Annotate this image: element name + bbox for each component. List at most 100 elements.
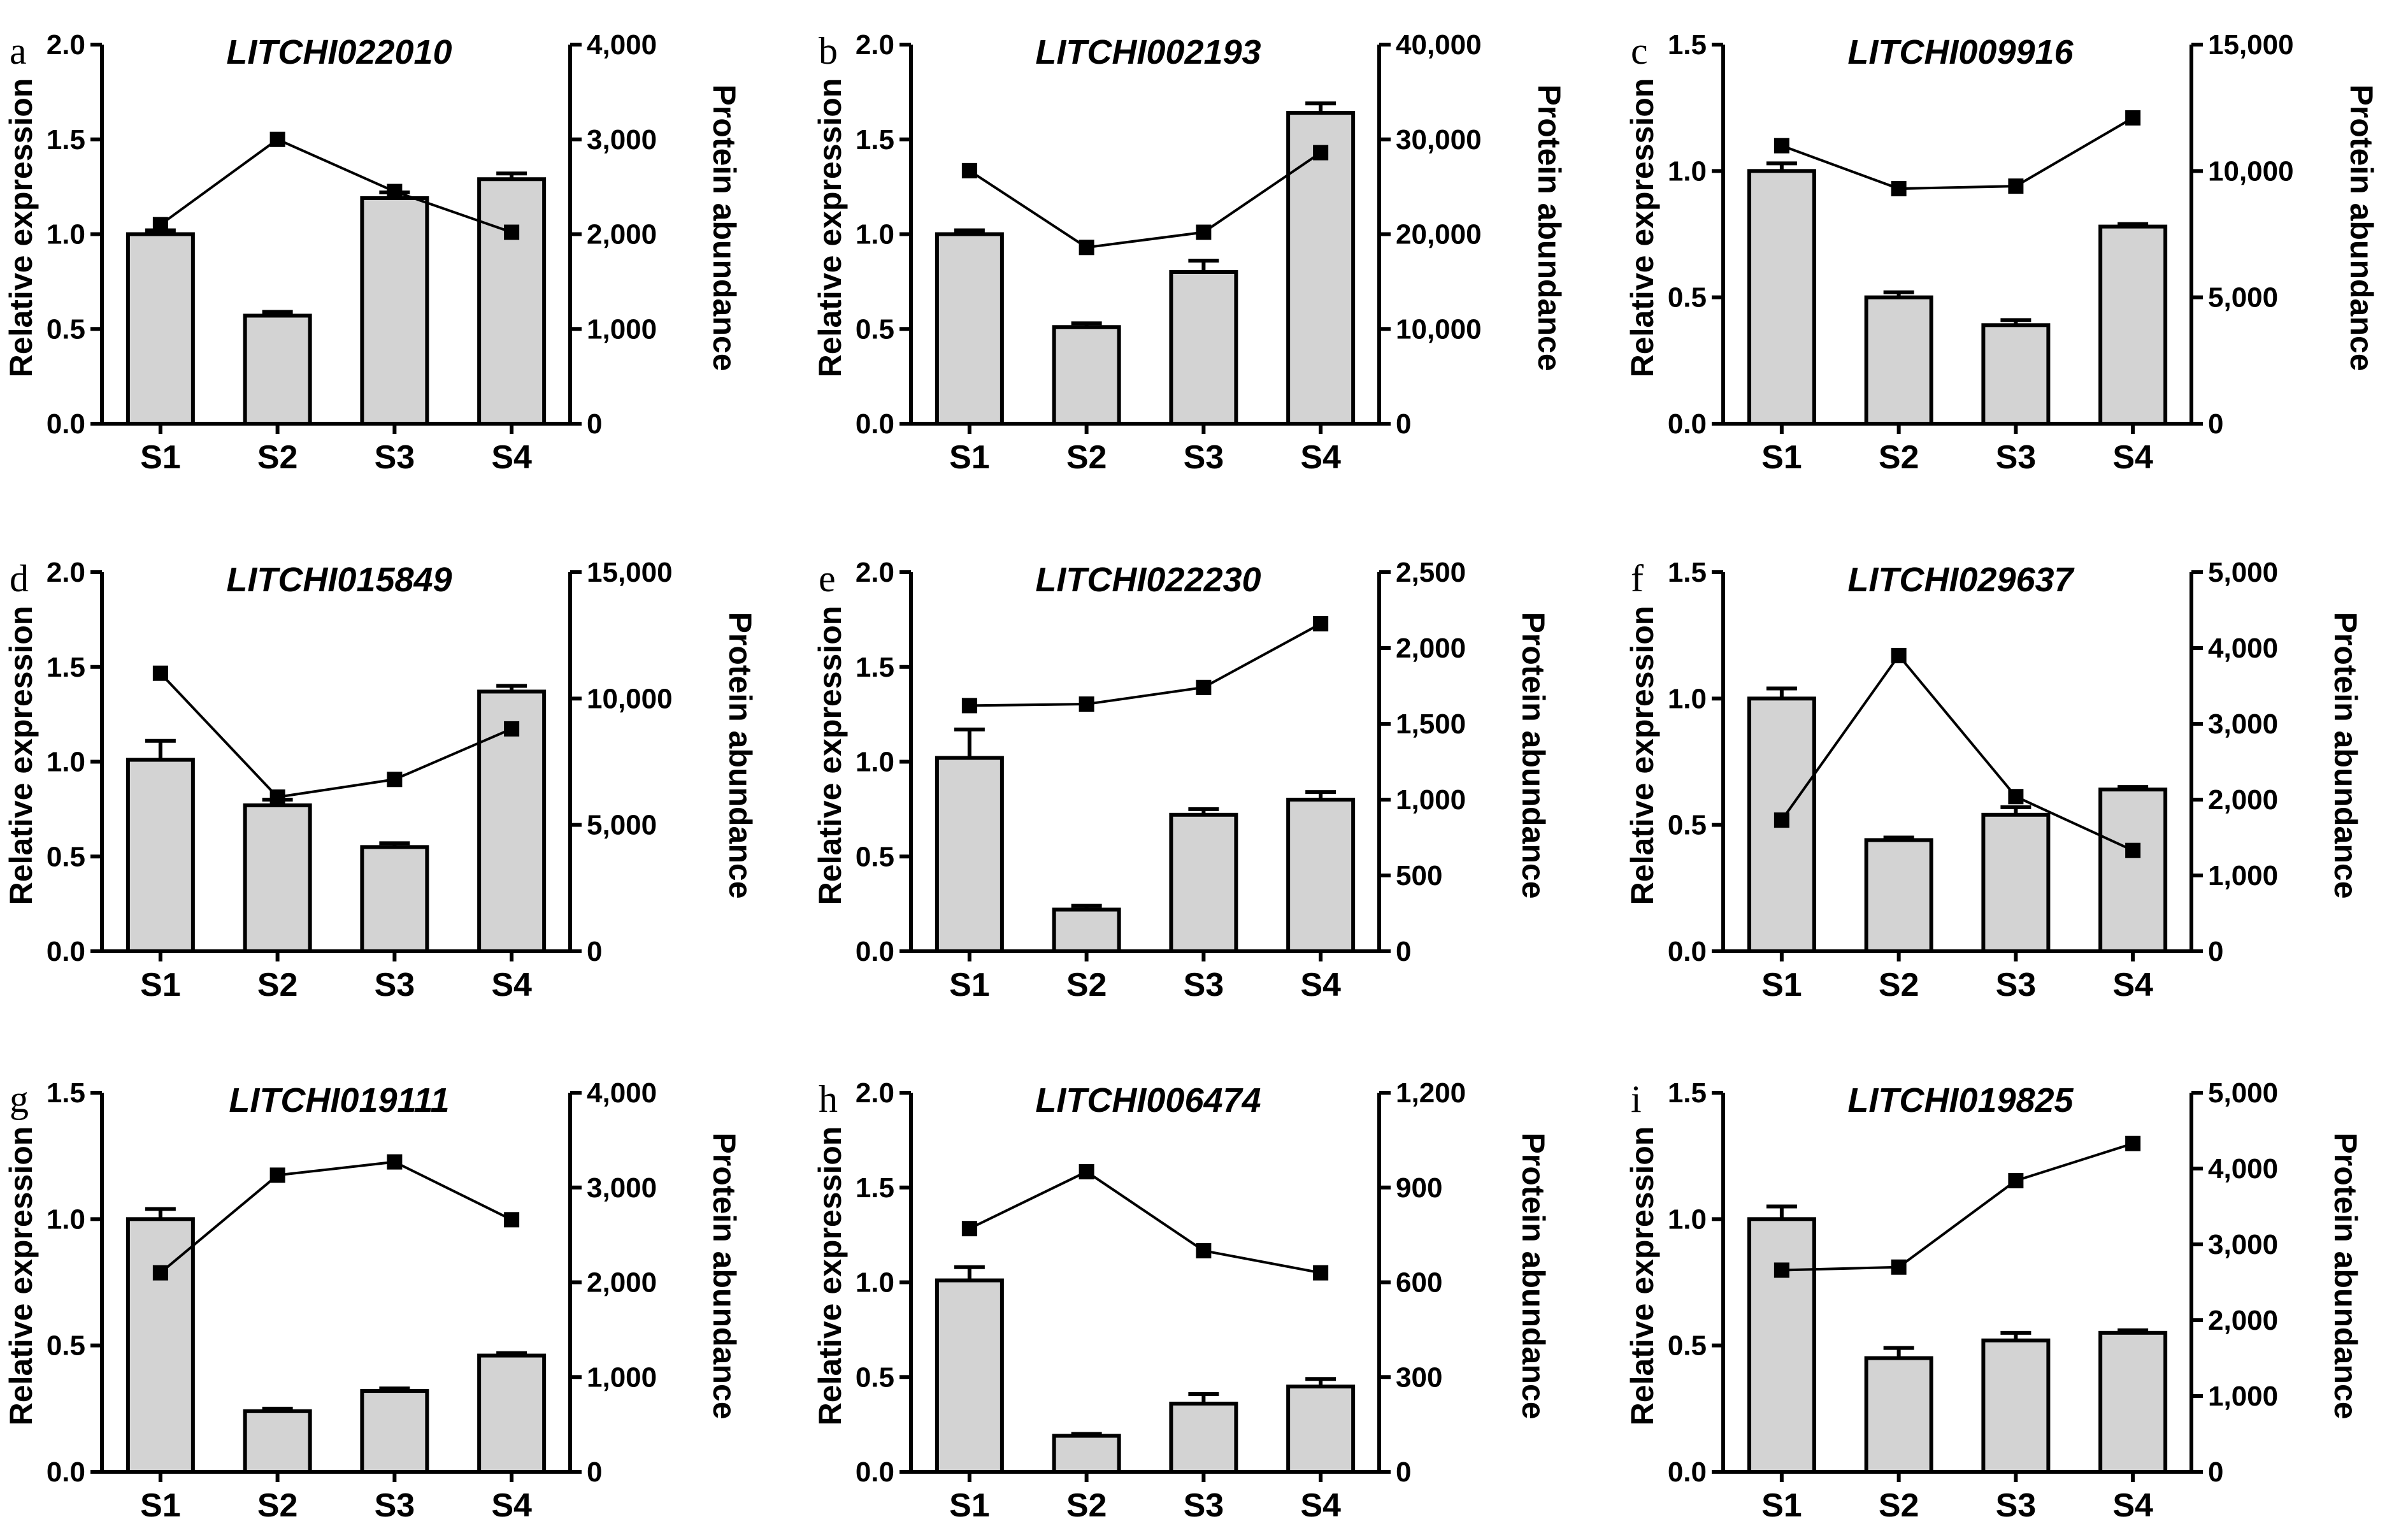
error-bar: [1883, 1346, 1914, 1358]
error-bar: [145, 1207, 176, 1220]
y-tick-label: 2.0: [856, 29, 894, 61]
y2-tick-label: 2,000: [587, 1267, 657, 1299]
x-tick-label: S2: [1066, 1487, 1107, 1524]
bar: [360, 196, 429, 426]
chart-title: LITCHI002193: [1035, 33, 1261, 71]
y2-tick-label: 0: [1396, 936, 1411, 967]
x-tick-label: S3: [1184, 967, 1224, 1004]
y2-tick-label: 1,000: [587, 1362, 657, 1393]
error-bar: [2118, 785, 2149, 790]
y-tick-label: 1.0: [856, 747, 894, 778]
panel-letter: c: [1631, 30, 1648, 72]
chart-title: LITCHI009916: [1847, 33, 2074, 71]
error-bar: [1188, 1392, 1219, 1404]
abundance-line: [159, 1160, 513, 1274]
y-tick-label: 0.5: [1668, 282, 1707, 313]
y-axis-title: Relative expression: [3, 606, 39, 905]
error-bar: [1766, 1204, 1797, 1220]
bar: [1286, 798, 1356, 953]
chart-title: LITCHI022010: [226, 33, 452, 71]
bar: [1286, 1385, 1356, 1474]
abundance-point: [2125, 110, 2141, 126]
y-tick-label: 1.5: [856, 652, 894, 683]
bar: [125, 758, 195, 954]
y2-tick-label: 1,500: [1396, 709, 1466, 740]
y-tick-label: 0.5: [47, 841, 85, 872]
y2-tick-label: 5,000: [2208, 282, 2278, 313]
y-tick-label: 0.0: [856, 936, 894, 967]
panel-f: f LITCHI029637 0.0 0.5 1.0 1.5 0 1,000 2,000 3,00…: [1624, 557, 2363, 1004]
y-tick-label: 2.0: [856, 557, 894, 588]
error-bar: [496, 684, 527, 692]
y-tick-label: 1.5: [856, 124, 894, 155]
y-tick-label: 0.0: [47, 408, 85, 440]
y2-tick-label: 20,000: [1396, 219, 1482, 250]
x-tick-label: S3: [375, 967, 415, 1004]
error-bar: [1883, 290, 1914, 298]
x-tick-label: S1: [949, 967, 990, 1004]
x-tick-label: S4: [2112, 1487, 2153, 1524]
y2-axis-title: Protein abundance: [1531, 84, 1567, 371]
x-tick-label: S3: [1184, 1487, 1224, 1524]
y2-tick-label: 0: [587, 1457, 602, 1488]
y-axis-title: Relative expression: [3, 1126, 39, 1426]
panel-letter: h: [819, 1078, 838, 1120]
abundance-point: [1891, 1259, 1907, 1275]
bar: [1981, 1338, 2051, 1474]
x-tick-label: S3: [375, 1487, 415, 1524]
y2-tick-label: 1,200: [1396, 1077, 1466, 1109]
error-bar: [496, 171, 527, 180]
y2-tick-label: 600: [1396, 1267, 1442, 1299]
y2-tick-label: 2,000: [2208, 1305, 2278, 1336]
y-axis-title: Relative expression: [812, 606, 848, 905]
y2-tick-label: 1,000: [2208, 860, 2278, 891]
y-tick-label: 0.0: [856, 1457, 894, 1488]
error-bar: [1071, 1432, 1102, 1436]
y2-tick-label: 15,000: [2208, 29, 2294, 61]
bar: [1052, 1434, 1121, 1474]
y-tick-label: 0.0: [1668, 1457, 1707, 1488]
y-tick-label: 0.5: [1668, 1330, 1707, 1362]
y-axis-title: Relative expression: [1624, 1126, 1660, 1426]
y2-tick-label: 2,500: [1396, 557, 1466, 588]
bar: [935, 1278, 1004, 1474]
bar: [477, 1353, 547, 1474]
error-bar: [1305, 1377, 1337, 1387]
error-bar: [379, 1386, 410, 1392]
x-tick-label: S2: [1066, 439, 1107, 476]
bar: [2098, 224, 2168, 426]
y2-tick-label: 0: [1396, 408, 1411, 440]
abundance-point: [1891, 181, 1907, 197]
bar: [1169, 270, 1238, 426]
abundance-point: [2125, 842, 2141, 858]
y2-axis-title: Protein abundance: [706, 84, 742, 371]
bar: [1169, 1401, 1238, 1474]
bar: [360, 845, 429, 953]
bar: [360, 1389, 429, 1474]
x-tick-label: S1: [1761, 439, 1802, 476]
y-tick-label: 1.5: [1668, 557, 1707, 588]
abundance-point: [387, 184, 403, 199]
error-bar: [1766, 161, 1797, 171]
chart-title: LITCHI015849: [226, 561, 452, 599]
error-bar: [2000, 1330, 2032, 1341]
y2-tick-label: 1,000: [587, 313, 657, 345]
abundance-line: [969, 1170, 1321, 1274]
bar: [1052, 907, 1121, 954]
x-tick-label: S1: [140, 1487, 181, 1524]
abundance-point: [1774, 1262, 1789, 1278]
error-bar: [1305, 101, 1337, 113]
abundance-point: [1891, 647, 1907, 663]
y-tick-label: 0.5: [856, 841, 894, 872]
y2-tick-label: 15,000: [587, 557, 673, 588]
bar: [125, 232, 195, 426]
abundance-point: [504, 224, 520, 240]
abundance-point: [269, 131, 285, 147]
abundance-point: [387, 1154, 403, 1170]
y2-axis-title: Protein abundance: [1516, 1132, 1551, 1419]
error-bar: [496, 1351, 527, 1356]
y-tick-label: 1.5: [47, 1077, 85, 1109]
abundance-point: [1196, 1242, 1212, 1258]
abundance-point: [1079, 1163, 1094, 1179]
